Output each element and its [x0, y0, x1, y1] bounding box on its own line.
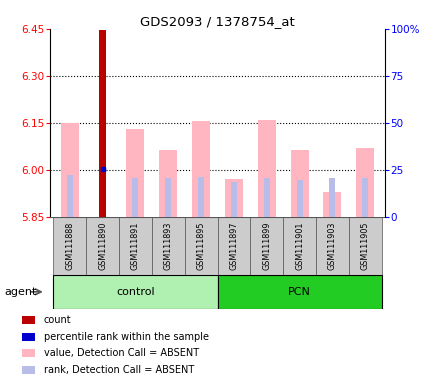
Bar	[197, 177, 204, 217]
Bar	[151, 217, 184, 275]
Bar	[263, 178, 269, 217]
Bar	[250, 217, 283, 275]
Title: GDS2093 / 1378754_at: GDS2093 / 1378754_at	[140, 15, 294, 28]
Bar	[230, 182, 237, 217]
Text: GSM111891: GSM111891	[131, 222, 140, 270]
Text: GSM111903: GSM111903	[327, 222, 336, 270]
Bar	[217, 275, 381, 309]
Text: percentile rank within the sample: percentile rank within the sample	[43, 332, 208, 342]
Bar	[159, 149, 177, 217]
Bar	[184, 217, 217, 275]
Bar	[53, 275, 217, 309]
Bar	[355, 148, 373, 217]
Bar	[322, 192, 341, 217]
Bar	[224, 179, 243, 217]
Bar	[22, 316, 35, 324]
Text: GSM111890: GSM111890	[98, 222, 107, 270]
Bar	[165, 178, 171, 217]
Bar	[22, 333, 35, 341]
Text: value, Detection Call = ABSENT: value, Detection Call = ABSENT	[43, 348, 198, 358]
Bar	[362, 178, 368, 217]
Bar	[329, 178, 335, 217]
Bar	[296, 180, 302, 217]
Text: agent: agent	[4, 287, 36, 297]
Bar	[99, 30, 106, 217]
Bar	[132, 178, 138, 217]
Bar	[22, 366, 35, 374]
Bar	[86, 217, 119, 275]
Bar	[283, 217, 315, 275]
Bar	[348, 217, 381, 275]
Text: GSM111893: GSM111893	[163, 222, 172, 270]
Text: GSM111897: GSM111897	[229, 222, 238, 270]
Text: GSM111899: GSM111899	[262, 222, 271, 270]
Text: rank, Detection Call = ABSENT: rank, Detection Call = ABSENT	[43, 365, 193, 375]
Bar	[290, 149, 308, 217]
Text: GSM111888: GSM111888	[65, 222, 74, 270]
Text: GSM111895: GSM111895	[196, 222, 205, 270]
Bar	[217, 217, 250, 275]
Text: GSM111901: GSM111901	[294, 222, 303, 270]
Bar	[67, 175, 72, 217]
Bar	[126, 129, 144, 217]
Bar	[22, 349, 35, 358]
Bar	[119, 217, 151, 275]
Text: count: count	[43, 315, 71, 325]
Bar	[61, 123, 79, 217]
Bar	[53, 217, 86, 275]
Text: GSM111905: GSM111905	[360, 222, 369, 270]
Bar	[191, 121, 210, 217]
Text: control: control	[116, 287, 155, 297]
Bar	[315, 217, 348, 275]
Bar	[257, 120, 275, 217]
Text: PCN: PCN	[287, 287, 310, 297]
